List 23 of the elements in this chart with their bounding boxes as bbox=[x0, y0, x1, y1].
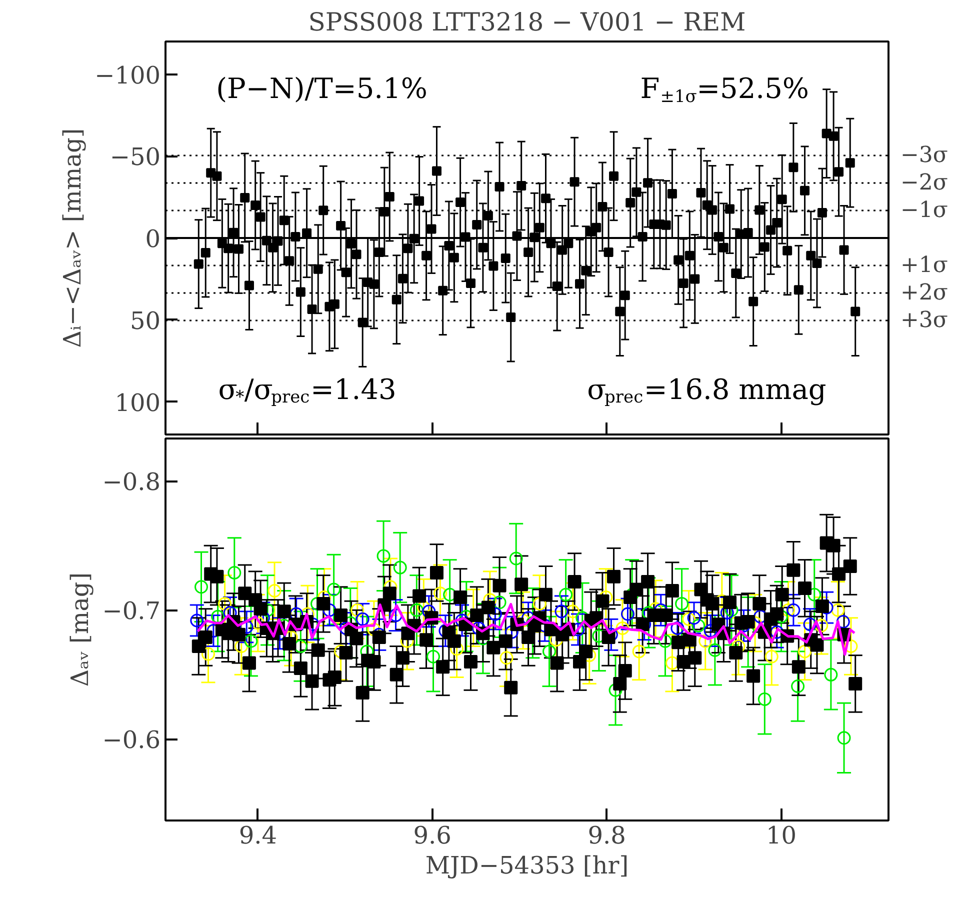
y-tick-label: 50 bbox=[130, 306, 161, 335]
y-tick-label: 100 bbox=[114, 388, 161, 417]
ref-line-label: −3σ bbox=[900, 142, 948, 168]
x-axis-title: MJD−54353 [hr] bbox=[425, 852, 629, 880]
ref-line-label: +1σ bbox=[900, 253, 948, 278]
ref-line-label: −1σ bbox=[900, 198, 948, 223]
x-tick-label: 9.4 bbox=[238, 822, 278, 850]
annotation: (P−N)/T=5.1% bbox=[216, 72, 428, 106]
y-tick-label: −0.7 bbox=[102, 597, 161, 626]
x-tick-label: 9.8 bbox=[588, 822, 626, 850]
y-tick-label: 0 bbox=[145, 225, 161, 253]
y-tick-label: −0.6 bbox=[102, 726, 161, 754]
ref-line-label: +3σ bbox=[900, 308, 948, 334]
y-axis-title: Δₐᵥ [mag] bbox=[66, 572, 94, 687]
y-tick-label: −0.8 bbox=[102, 468, 161, 496]
y-axis-title: Δᵢ−<Δₐᵥ> [mmag] bbox=[58, 128, 87, 348]
ref-line-label: −2σ bbox=[900, 170, 948, 196]
ref-line-label: +2σ bbox=[900, 280, 948, 306]
x-tick-label: 9.6 bbox=[413, 822, 452, 850]
y-tick-label: −50 bbox=[110, 143, 161, 172]
chart-title: SPSS008 LTT3218 − V001 − REM bbox=[308, 8, 746, 36]
y-tick-label: −100 bbox=[94, 61, 161, 90]
x-tick-label: 10 bbox=[766, 822, 797, 850]
